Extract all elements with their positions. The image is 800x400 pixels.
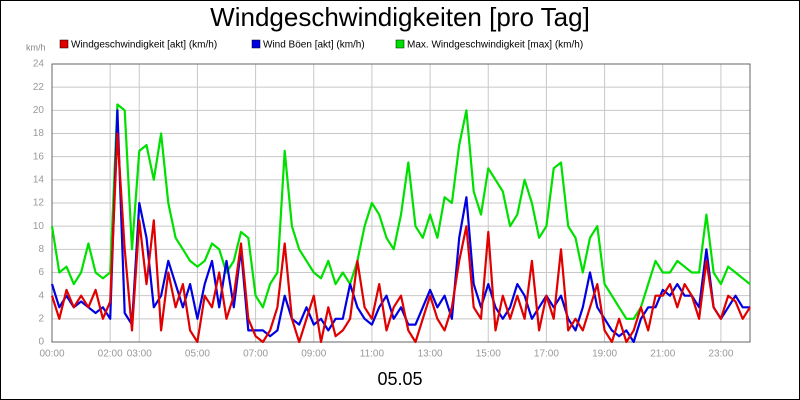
legend-swatch	[59, 39, 69, 49]
legend-swatch	[395, 39, 405, 49]
x-tick-label: 13:00	[418, 349, 443, 360]
x-tick-label: 21:00	[650, 349, 675, 360]
x-tick-label: 09:00	[301, 349, 326, 360]
legend-label: Windgeschwindigkeit [akt] (km/h)	[71, 40, 217, 51]
y-unit: km/h	[26, 42, 46, 52]
y-tick-label: 12	[33, 198, 45, 209]
chart-title: Windgeschwindigkeiten [pro Tag]	[210, 2, 590, 32]
x-tick-label: 17:00	[534, 349, 559, 360]
y-tick-label: 22	[33, 82, 45, 93]
x-tick-label: 02:00	[98, 349, 123, 360]
x-tick-label: 15:00	[476, 349, 501, 360]
x-tick-label: 19:00	[592, 349, 617, 360]
x-tick-label: 05:00	[185, 349, 210, 360]
y-tick-label: 18	[33, 128, 45, 139]
plot-border	[51, 63, 751, 343]
legend-swatch	[251, 39, 261, 49]
x-tick-label: 03:00	[127, 349, 152, 360]
subtitle: 05.05	[377, 369, 422, 389]
y-tick-label: 6	[38, 267, 44, 278]
y-tick-label: 8	[38, 244, 44, 255]
legend-label: Wind Böen [akt] (km/h)	[263, 40, 365, 51]
y-tick-label: 20	[33, 105, 45, 116]
series-line	[50, 132, 751, 344]
x-tick-label: 11:00	[360, 349, 385, 360]
y-tick-label: 14	[33, 174, 45, 185]
y-tick-label: 2	[38, 313, 44, 324]
x-tick-label: 07:00	[243, 349, 268, 360]
x-tick-label: 23:00	[708, 349, 733, 360]
y-tick-label: 16	[33, 151, 45, 162]
series-line	[50, 109, 750, 344]
y-tick-label: 24	[33, 59, 45, 70]
y-tick-label: 0	[38, 337, 44, 348]
y-tick-label: 10	[33, 221, 45, 232]
y-tick-label: 4	[38, 290, 44, 301]
series-line	[50, 103, 751, 320]
legend-label: Max. Windgeschwindigkeit [max] (km/h)	[407, 40, 583, 51]
x-tick-label: 00:00	[39, 349, 64, 360]
